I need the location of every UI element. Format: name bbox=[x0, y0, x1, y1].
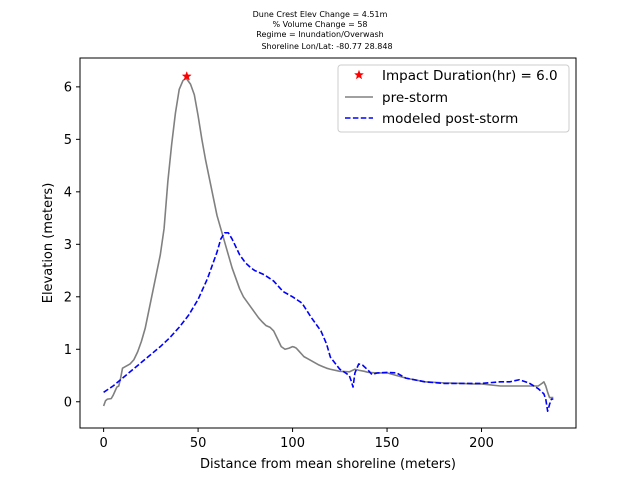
axes-frame bbox=[79, 57, 577, 429]
x-axis-ticks: 0 50 100 150 200 bbox=[99, 428, 494, 451]
legend: Impact Duration(hr) = 6.0 pre-storm mode… bbox=[337, 64, 570, 133]
y-tick-label: 6 bbox=[64, 80, 72, 95]
legend-label-marker: Impact Duration(hr) = 6.0 bbox=[382, 68, 558, 84]
y-axis-ticks: 0 1 2 3 4 5 6 bbox=[64, 80, 80, 410]
title-line-3: Regime = Inundation/Overwash bbox=[256, 30, 383, 39]
y-tick-label: 0 bbox=[64, 395, 72, 410]
chart-title: Dune Crest Elev Change = 4.51m % Volume … bbox=[253, 10, 393, 51]
series-line-post-storm bbox=[103, 231, 554, 413]
y-tick-label: 5 bbox=[64, 133, 72, 148]
x-tick-label: 50 bbox=[190, 436, 207, 451]
marker-layer bbox=[181, 71, 192, 81]
x-tick-label: 150 bbox=[375, 436, 400, 451]
legend-star-icon bbox=[353, 69, 365, 80]
x-tick-label: 100 bbox=[280, 436, 305, 451]
y-tick-label: 1 bbox=[64, 343, 72, 358]
legend-box bbox=[337, 64, 570, 133]
x-tick-label: 0 bbox=[99, 436, 107, 451]
y-tick-label: 2 bbox=[64, 290, 72, 305]
impact-duration-marker bbox=[181, 71, 192, 81]
series-layer bbox=[102, 78, 554, 413]
legend-marker-swatch bbox=[353, 69, 365, 80]
legend-label-pre-storm: pre-storm bbox=[382, 90, 448, 106]
y-tick-label: 4 bbox=[64, 185, 72, 200]
title-line-4: Shoreline Lon/Lat: -80.77 28.848 bbox=[261, 42, 392, 51]
x-axis-label: Distance from mean shoreline (meters) bbox=[200, 457, 456, 472]
x-tick-label: 200 bbox=[469, 436, 494, 451]
plot-area bbox=[79, 57, 577, 429]
y-axis-label: Elevation (meters) bbox=[41, 183, 56, 304]
legend-label-post-storm: modeled post-storm bbox=[382, 111, 518, 127]
y-tick-label: 3 bbox=[64, 238, 72, 253]
title-line-1: Dune Crest Elev Change = 4.51m bbox=[253, 10, 388, 19]
title-line-2: % Volume Change = 58 bbox=[272, 20, 367, 29]
